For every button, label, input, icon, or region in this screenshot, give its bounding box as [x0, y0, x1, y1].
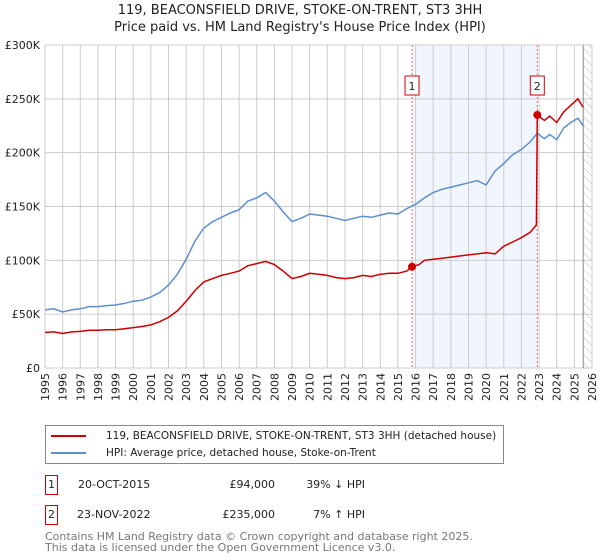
hpi-line: [44, 117, 584, 313]
y-tick-label: £250K: [5, 93, 41, 106]
x-tick-label: 2007: [251, 373, 264, 401]
x-tick-label: 2025: [568, 373, 581, 401]
sale-marker-label: 2: [534, 80, 541, 93]
x-tick-label: 2009: [286, 373, 299, 401]
legend: 119, BEACONSFIELD DRIVE, STOKE-ON-TRENT,…: [45, 425, 504, 464]
legend-label: HPI: Average price, detached house, Stok…: [106, 447, 376, 459]
y-tick-label: £300K: [5, 39, 41, 52]
x-tick-label: 2010: [304, 373, 317, 401]
x-tick-label: 2006: [233, 373, 246, 401]
x-tick-label: 2005: [215, 373, 228, 401]
x-tick-label: 2002: [163, 373, 176, 401]
plot-area: 1995 1996 1997 1998 1999 2000 2001 2002 2003 2004…: [5, 39, 599, 401]
x-tick-label: 1999: [110, 373, 123, 401]
sale-date: 23-NOV-2022: [77, 508, 151, 521]
x-tick-label: 2001: [145, 373, 158, 401]
sale-price: £94,000: [229, 478, 276, 491]
x-tick-label: 2017: [427, 373, 440, 401]
footer-credit: Contains HM Land Registry data © Crown c…: [45, 531, 473, 553]
y-tick-label: £0: [26, 362, 40, 375]
legend-item-property: 119, BEACONSFIELD DRIVE, STOKE-ON-TRENT,…: [46, 428, 496, 444]
sale-marker-box: [529, 75, 545, 96]
x-tick-label: 2021: [498, 373, 511, 401]
sale-row-2: 2 23-NOV-2022 £235,000 7% ↑ HPI: [45, 505, 445, 525]
x-tick-label: 2011: [321, 373, 334, 401]
x-tick-label: 2014: [374, 373, 387, 401]
chart-subtitle: Price paid vs. HM Land Registry's House …: [114, 20, 486, 35]
sale-marker-label: 1: [409, 80, 416, 93]
x-tick-label: 2026: [586, 373, 599, 401]
chart-title: 119, BEACONSFIELD DRIVE, STOKE-ON-TRENT,…: [117, 3, 483, 18]
x-tick-label: 2023: [533, 373, 546, 401]
sale-hpi-diff: 7% ↑ HPI: [313, 508, 365, 521]
x-tick-label: 2000: [127, 373, 140, 401]
sale-date: 20-OCT-2015: [78, 478, 151, 491]
legend-swatch-red: [51, 435, 86, 437]
x-tick-label: 2020: [480, 373, 493, 401]
x-tick-label: 1998: [92, 373, 105, 401]
y-tick-label: £150K: [5, 201, 41, 214]
footer-line: This data is licensed under the Open Gov…: [45, 541, 396, 554]
sale-badge: 2: [45, 505, 58, 525]
x-tick-label: 2003: [180, 373, 193, 401]
sale-badge: 1: [45, 475, 58, 495]
footer-line: Contains HM Land Registry data © Crown c…: [45, 530, 473, 543]
legend-label: 119, BEACONSFIELD DRIVE, STOKE-ON-TRENT,…: [106, 430, 497, 442]
sale-row-1: 1 20-OCT-2015 £94,000 39% ↓ HPI: [45, 475, 445, 495]
x-tick-label: 1995: [39, 373, 52, 401]
sale-point: [408, 262, 417, 271]
x-tick-label: 2019: [462, 373, 475, 401]
x-tick-label: 2013: [357, 373, 370, 401]
legend-item-hpi: HPI: Average price, detached house, Stok…: [46, 445, 376, 461]
x-tick-label: 2004: [198, 373, 211, 401]
x-tick-label: 2024: [551, 373, 564, 401]
x-tick-label: 2015: [392, 373, 405, 401]
sale-point: [533, 110, 542, 119]
x-tick-label: 2022: [515, 373, 528, 401]
x-tick-label: 1996: [57, 373, 70, 401]
x-tick-label: 2016: [410, 373, 423, 401]
x-tick-label: 2008: [268, 373, 281, 401]
sale-hpi-diff: 39% ↓ HPI: [306, 478, 365, 491]
sale-marker-box: [404, 75, 420, 96]
sale-price: £235,000: [222, 508, 276, 521]
y-tick-label: £50K: [12, 308, 41, 321]
y-tick-label: £100K: [5, 254, 41, 267]
price-paid-line: [44, 97, 584, 335]
y-tick-label: £200K: [5, 147, 41, 160]
x-tick-label: 1997: [74, 373, 87, 401]
x-tick-label: 2012: [339, 373, 352, 401]
legend-swatch-blue: [51, 452, 86, 454]
x-tick-label: 2018: [445, 373, 458, 401]
